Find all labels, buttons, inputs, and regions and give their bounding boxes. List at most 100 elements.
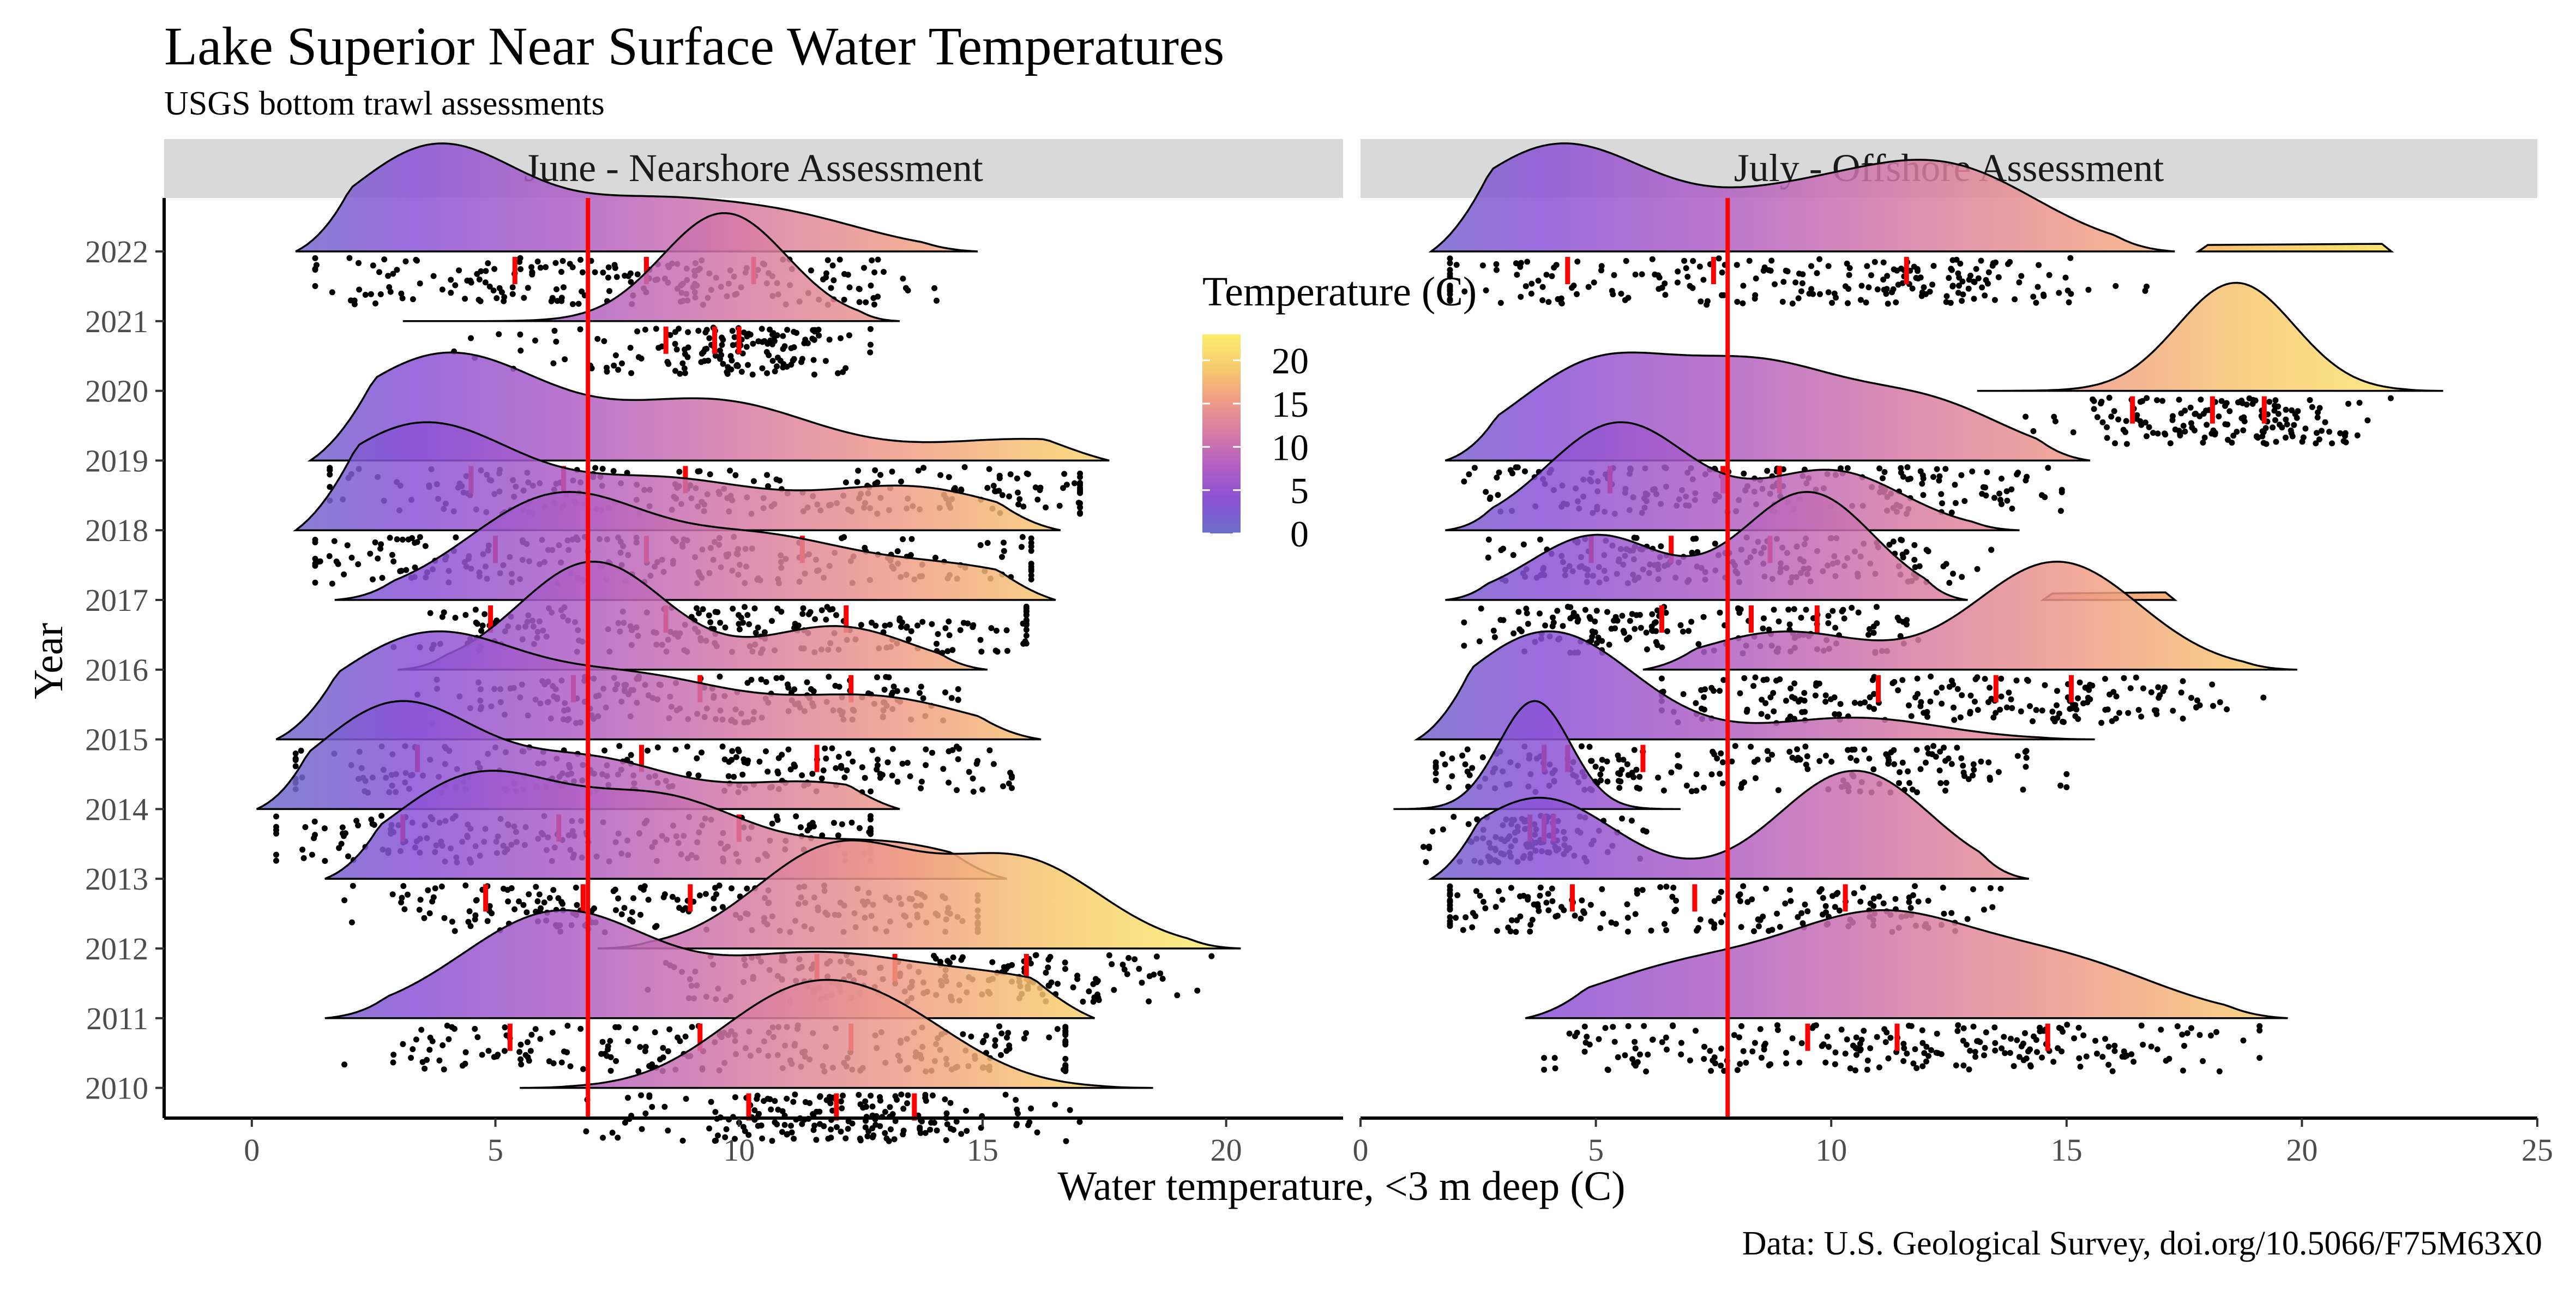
- data-point-panel0-2022: [509, 291, 516, 297]
- data-point-panel0-2010: [740, 1124, 747, 1130]
- data-point-panel1-2022: [2062, 274, 2069, 281]
- data-point-panel1-2016: [2008, 696, 2014, 702]
- data-point-panel1-2020: [2223, 400, 2230, 406]
- data-point-panel1-2011: [1819, 1043, 1825, 1049]
- data-point-panel0-2014: [368, 816, 375, 823]
- data-point-panel1-2013: [1799, 920, 1806, 927]
- y-tick-label-2017: 2017: [85, 583, 148, 618]
- data-point-panel0-2022: [575, 301, 582, 307]
- data-point-panel1-2020: [2023, 413, 2029, 420]
- data-point-panel0-2012: [1090, 999, 1097, 1005]
- data-point-panel1-2022: [1957, 260, 1964, 267]
- data-point-panel0-2013: [613, 907, 619, 914]
- data-point-panel1-2013: [1663, 884, 1670, 890]
- data-point-panel0-2021: [764, 370, 771, 376]
- data-point-panel0-2015: [918, 778, 925, 785]
- data-point-panel1-2020: [2123, 418, 2129, 424]
- data-point-panel1-2016: [1871, 706, 1877, 712]
- data-point-panel0-2018: [453, 534, 459, 541]
- data-point-panel1-2017: [1608, 626, 1615, 632]
- data-point-panel0-2022: [569, 301, 576, 308]
- data-point-panel1-2013: [1880, 900, 1887, 906]
- data-point-panel0-2010: [751, 1107, 758, 1114]
- data-point-panel1-2020: [2180, 423, 2187, 429]
- data-point-panel1-2022: [1909, 285, 1916, 292]
- data-point-panel0-2017: [805, 611, 812, 617]
- data-point-panel1-2011: [1838, 1026, 1845, 1033]
- data-point-panel0-2018: [1028, 539, 1034, 546]
- data-point-panel1-2016: [1752, 674, 1759, 681]
- data-point-panel0-2010: [864, 1133, 871, 1139]
- x-tick-label-panel0-15: 15: [967, 1132, 998, 1168]
- data-point-panel0-2022: [312, 283, 318, 289]
- data-point-panel1-2022: [1493, 261, 1500, 267]
- data-point-panel0-2021: [615, 367, 622, 373]
- data-point-panel1-2015: [1937, 780, 1944, 786]
- data-point-panel0-2015: [731, 773, 737, 780]
- data-point-panel1-2022: [1929, 281, 1936, 288]
- data-point-panel1-2020: [2133, 416, 2140, 422]
- data-point-panel0-2011: [550, 1060, 557, 1066]
- data-point-panel0-2021: [765, 340, 771, 347]
- data-point-panel1-2018: [1943, 561, 1949, 567]
- data-point-panel1-2015: [1668, 769, 1675, 776]
- data-point-panel0-2018: [1001, 548, 1007, 554]
- data-point-panel0-2014: [273, 830, 279, 837]
- data-point-panel1-2011: [2022, 1030, 2028, 1036]
- data-point-panel1-2022: [1684, 273, 1691, 280]
- data-point-panel1-2019: [1880, 475, 1886, 482]
- data-point-panel1-2017: [1490, 627, 1497, 634]
- data-point-panel1-2017: [1896, 617, 1903, 623]
- data-point-panel1-2016: [2054, 688, 2060, 694]
- data-point-panel0-2010: [715, 1132, 721, 1139]
- data-point-panel1-2020: [2266, 399, 2273, 405]
- data-point-panel1-2018: [1510, 552, 1516, 559]
- data-point-panel1-2015: [1693, 771, 1700, 777]
- data-point-panel0-2021: [759, 339, 766, 345]
- data-point-panel1-2011: [1757, 1026, 1764, 1032]
- data-point-panel0-2021: [496, 331, 502, 338]
- data-point-panel0-2018: [378, 541, 384, 548]
- data-point-panel0-2015: [869, 747, 876, 753]
- data-point-panel0-2017: [799, 611, 806, 617]
- legend-title: Temperature (C): [1202, 269, 1477, 315]
- data-point-panel0-2010: [625, 1095, 631, 1101]
- data-point-panel0-2018: [417, 534, 423, 541]
- data-point-panel0-2011: [1003, 1048, 1010, 1054]
- data-point-panel0-2014: [312, 832, 318, 838]
- data-point-panel1-2022: [1623, 258, 1629, 264]
- data-point-panel0-2015: [841, 774, 848, 780]
- data-point-panel1-2022: [1639, 271, 1645, 278]
- data-point-panel1-2020: [2275, 403, 2281, 410]
- data-point-panel0-2012: [1106, 952, 1112, 958]
- data-point-panel1-2013: [1608, 919, 1615, 926]
- data-point-panel1-2018: [1950, 571, 1956, 577]
- data-point-panel0-2011: [666, 1026, 673, 1032]
- data-point-panel0-2011: [444, 1023, 450, 1029]
- data-point-panel0-2017: [946, 619, 952, 625]
- data-point-panel0-2021: [685, 329, 691, 335]
- data-point-panel0-2010: [882, 1130, 888, 1136]
- data-point-panel0-2022: [830, 277, 837, 284]
- data-point-panel1-2019: [2008, 486, 2015, 493]
- data-point-panel0-2010: [917, 1124, 923, 1131]
- data-point-panel1-2019: [1509, 470, 1515, 477]
- data-point-panel0-2019: [676, 469, 683, 475]
- data-point-panel1-2017: [1653, 639, 1659, 645]
- data-point-panel0-2022: [329, 289, 335, 296]
- data-point-panel1-2011: [2002, 1050, 2008, 1056]
- data-point-panel1-2022: [1885, 301, 1891, 307]
- data-point-panel1-2022: [1574, 259, 1581, 265]
- data-point-panel1-2017: [1825, 613, 1832, 619]
- data-point-panel1-2011: [1900, 1041, 1907, 1047]
- data-point-panel0-2012: [1126, 954, 1132, 961]
- data-point-panel1-2019: [1938, 491, 1945, 497]
- data-point-panel1-2022: [2030, 293, 2037, 300]
- data-point-panel1-2013: [1482, 905, 1489, 911]
- data-point-panel1-2020: [2120, 427, 2127, 433]
- data-point-panel1-2011: [1766, 1062, 1772, 1068]
- data-point-panel1-2015: [1764, 748, 1771, 754]
- data-point-panel0-2018: [999, 554, 1005, 560]
- data-point-panel0-2011: [517, 1056, 524, 1062]
